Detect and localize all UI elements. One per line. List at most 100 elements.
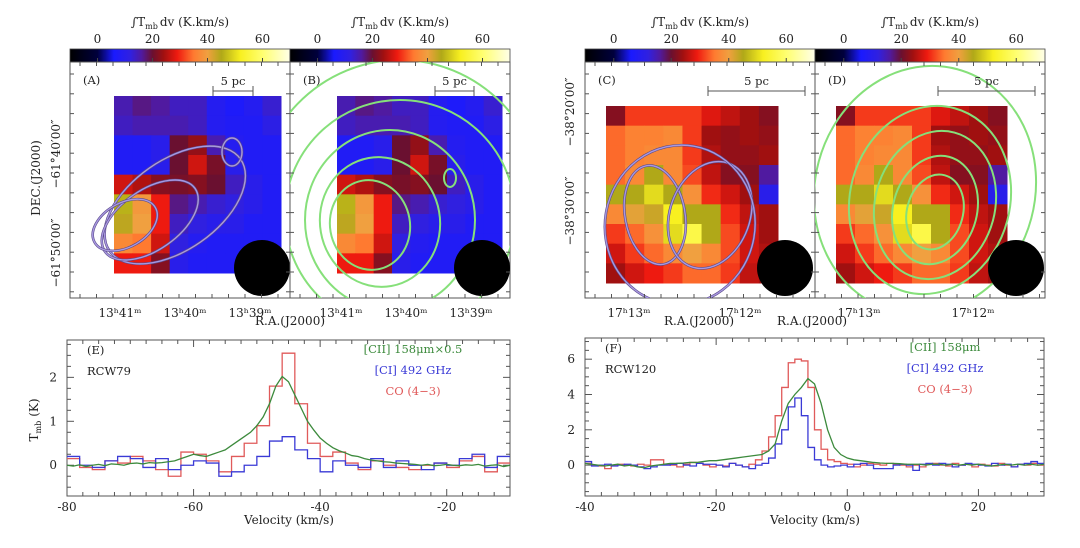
colorbar-title-label-rest: dv (K.km/s) — [380, 15, 449, 29]
panel-label: (A) — [83, 73, 100, 87]
map-pixel — [428, 214, 448, 235]
map-pixel — [206, 155, 226, 176]
map-pixel — [410, 96, 430, 117]
map-pixel — [625, 184, 645, 205]
colorbar-tick-label: 20 — [894, 32, 909, 46]
map-pixel — [836, 125, 856, 146]
ra-tick-label: 13ʰ40ᵐ — [384, 306, 427, 320]
map-pixel — [663, 106, 683, 127]
map-pixel — [988, 204, 1008, 225]
map-pixel — [262, 214, 282, 235]
map-pixel — [243, 155, 263, 176]
ra-axis-label: R.A.(J2000) — [777, 314, 847, 328]
map-pixel — [206, 233, 226, 254]
ra-axis-label: R.A.(J2000) — [664, 314, 734, 328]
map-pixel — [132, 194, 152, 215]
colorbar-title-label-main: ∫T — [651, 15, 665, 29]
y-axis-label: Tmb (K) — [27, 398, 43, 441]
map-pixel — [682, 125, 703, 146]
map-pixel — [912, 263, 932, 284]
map-pixel — [682, 184, 703, 205]
map-pixel — [206, 253, 226, 274]
colorbar-tick-label: 20 — [365, 32, 380, 46]
map-pixel — [243, 96, 263, 117]
colorbar-title-label-rest: dv (K.km/s) — [160, 15, 229, 29]
map-pixel — [912, 145, 932, 166]
colorbar-title: ∫Tmb dv (K.km/s) — [881, 15, 979, 31]
colorbar-tick-label: 0 — [314, 32, 322, 46]
map-pixel — [644, 125, 664, 146]
map-pixel — [465, 155, 485, 176]
map-pixel — [392, 233, 411, 254]
colorbar-title-label-main: ∫T — [351, 15, 365, 29]
x-tick-label: -80 — [57, 500, 76, 514]
ra-tick-label: 13ʰ40ᵐ — [163, 306, 206, 320]
map-pixel — [988, 165, 1008, 186]
map-pixel — [428, 174, 448, 195]
map-pixel — [355, 135, 375, 156]
beam-marker — [234, 240, 290, 296]
map-pixel — [720, 204, 741, 225]
contour-line — [905, 173, 965, 251]
map-pixel — [151, 96, 171, 117]
map-panel-d: 0 20 40 60 ∫Tmb dv (K.km/s) (D) 5 pc 17ʰ13ᵐ 17ʰ12… — [777, 15, 1046, 328]
map-pixel — [447, 96, 466, 117]
y-axis-label-unit: (K) — [27, 398, 41, 416]
dec-tick-label: −38°30′00″ — [563, 176, 577, 246]
map-pixel — [720, 106, 741, 127]
map-pixel — [151, 135, 171, 156]
map-pixel — [739, 263, 760, 284]
map-pixel — [392, 174, 411, 195]
map-pixel — [950, 224, 970, 245]
colorbar-tick-label: 20 — [664, 32, 679, 46]
map-pixel — [483, 96, 503, 117]
map-pixel — [739, 145, 760, 166]
scale-bar-label: 5 pc — [442, 74, 467, 88]
legend-entry-cii: [CII] 158μm×0.5 — [364, 342, 463, 356]
colorbar-title-label-sub: mb — [145, 22, 158, 31]
map-panel-c: 0 20 40 60 ∫Tmb dv (K.km/s) (C) 5 pc 17ʰ13ᵐ 17ʰ12… — [563, 15, 816, 328]
ra-tick-label: 17ʰ12ᵐ — [718, 306, 761, 320]
map-pixel — [447, 135, 466, 156]
map-pixel — [483, 194, 503, 215]
ra-axis-label: R.A.(J2000) — [255, 314, 325, 328]
map-pixel — [682, 224, 703, 245]
map-pixel — [739, 165, 760, 186]
map-pixel — [836, 263, 856, 284]
colorbar — [289, 48, 511, 63]
map-pixel — [758, 224, 779, 245]
scale-bar-label: 5 pc — [221, 74, 246, 88]
map-pixel — [225, 96, 245, 117]
map-pixel — [373, 194, 393, 215]
x-tick-label: -40 — [575, 500, 594, 514]
contour-line — [328, 179, 412, 271]
map-pixel — [874, 184, 894, 205]
map-pixel — [855, 204, 875, 225]
y-tick-label: 0 — [567, 458, 575, 472]
map-pixel — [262, 155, 282, 176]
plot-frame — [66, 339, 511, 497]
map-pixel — [720, 224, 741, 245]
x-tick-label: -40 — [310, 500, 329, 514]
map-pixel — [969, 243, 989, 264]
x-axis-label: Velocity (km/s) — [243, 513, 334, 527]
map-pixel — [701, 125, 722, 146]
colorbar-title-label-main: ∫T — [131, 15, 145, 29]
map-pixel — [169, 214, 189, 235]
map-pixel — [606, 204, 626, 225]
map-pixel — [114, 135, 134, 156]
map-pixel — [225, 233, 245, 254]
map-pixel — [682, 106, 703, 127]
map-pixel — [663, 224, 683, 245]
map-pixel — [644, 145, 664, 166]
x-tick-label: 20 — [971, 500, 986, 514]
map-pixel — [912, 204, 932, 225]
map-pixel — [243, 214, 263, 235]
panel-label: (D) — [828, 73, 846, 87]
map-pixel — [606, 224, 626, 245]
contour-line — [872, 129, 998, 281]
y-tick-label: 6 — [567, 352, 575, 366]
map-pixel — [855, 125, 875, 146]
map-pixel — [447, 115, 466, 136]
map-pixel — [682, 145, 703, 166]
